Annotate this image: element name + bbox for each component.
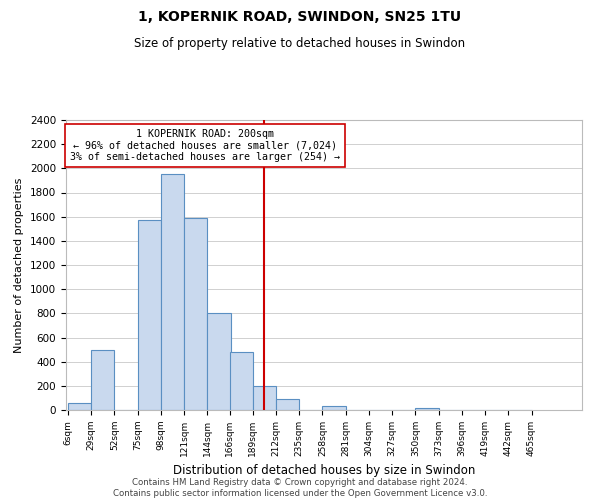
Bar <box>322 406 346 410</box>
Y-axis label: Number of detached properties: Number of detached properties <box>14 178 25 352</box>
Text: 1, KOPERNIK ROAD, SWINDON, SN25 1TU: 1, KOPERNIK ROAD, SWINDON, SN25 1TU <box>139 10 461 24</box>
Text: Size of property relative to detached houses in Swindon: Size of property relative to detached ho… <box>134 38 466 51</box>
Bar <box>137 220 161 410</box>
X-axis label: Distribution of detached houses by size in Swindon: Distribution of detached houses by size … <box>173 464 475 477</box>
Text: 1 KOPERNIK ROAD: 200sqm
← 96% of detached houses are smaller (7,024)
3% of semi-: 1 KOPERNIK ROAD: 200sqm ← 96% of detache… <box>70 128 340 162</box>
Bar <box>230 352 253 410</box>
Bar <box>68 404 91 410</box>
Bar <box>184 218 208 410</box>
Text: Contains HM Land Registry data © Crown copyright and database right 2024.
Contai: Contains HM Land Registry data © Crown c… <box>113 478 487 498</box>
Bar <box>253 386 276 410</box>
Bar <box>415 408 439 410</box>
Bar <box>91 350 115 410</box>
Bar <box>276 398 299 410</box>
Bar <box>161 174 184 410</box>
Bar <box>208 314 230 410</box>
